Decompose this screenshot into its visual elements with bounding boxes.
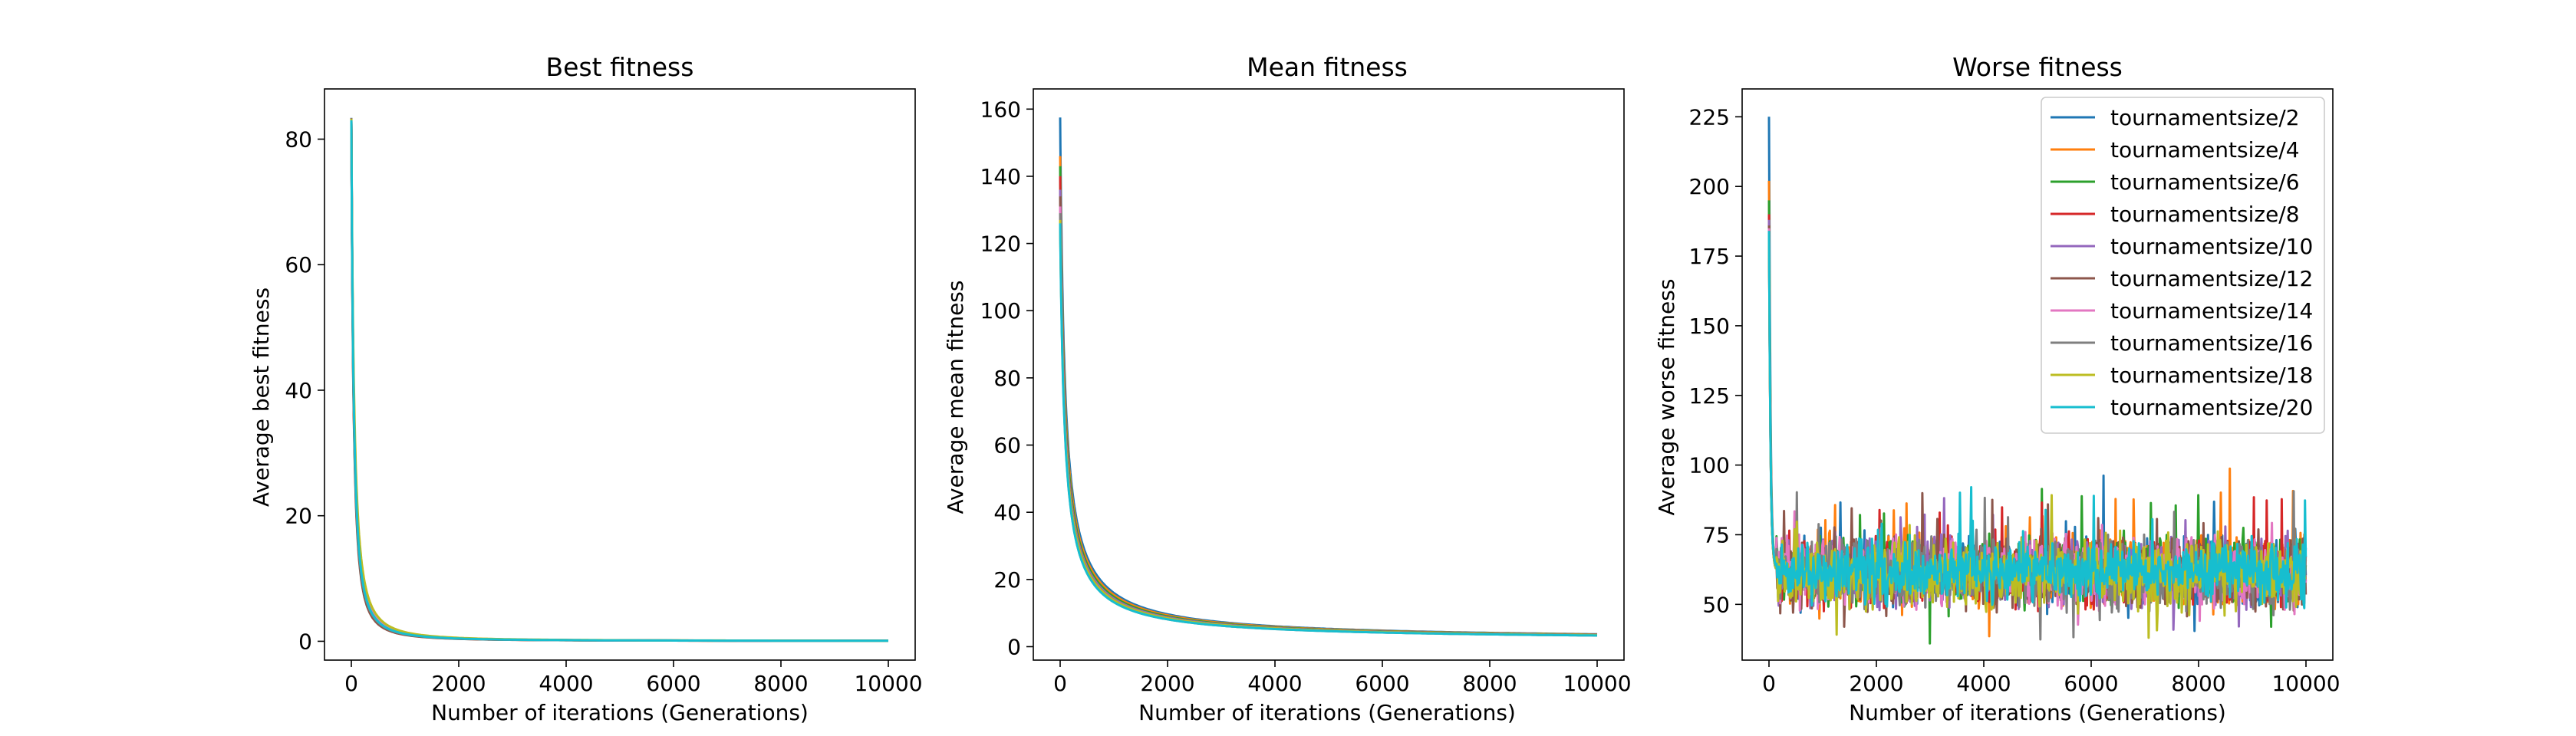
series-line: [350, 117, 888, 642]
x-tick-label: 4000: [539, 671, 593, 696]
legend: tournamentsize/2 tournamentsize/4 tourname…: [2041, 97, 2325, 434]
x-axis-label: Number of iterations (Generations): [1849, 700, 2226, 725]
x-tick-label: 2000: [1849, 671, 1903, 696]
series-line: [1059, 117, 1597, 636]
y-tick-label: 60: [285, 252, 312, 278]
x-tick-label: 10000: [2271, 671, 2340, 696]
y-tick-label: 40: [993, 500, 1021, 525]
x-tick-label: 0: [344, 671, 358, 696]
legend-entry-label: tournamentsize/4: [2110, 137, 2300, 163]
x-tick-label: 6000: [1355, 671, 1409, 696]
y-tick-label: 120: [980, 232, 1021, 257]
y-tick-label: 40: [285, 378, 312, 403]
panel-title: Best fitness: [546, 52, 694, 82]
x-tick-label: 6000: [2064, 671, 2118, 696]
legend-box: [2041, 97, 2325, 434]
y-tick-label: 100: [1689, 453, 1730, 478]
mean-fitness-panel: Mean fitness Number of iterations (Gener…: [943, 52, 1632, 725]
x-tick-label: 4000: [1956, 671, 2011, 696]
series-line: [350, 120, 888, 642]
series-line: [350, 120, 888, 642]
panel-title: Mean fitness: [1247, 52, 1408, 82]
x-tick-label: 4000: [1247, 671, 1302, 696]
series-line: [350, 120, 888, 642]
legend-entry-label: tournamentsize/12: [2110, 266, 2313, 291]
plot-frame: [1741, 88, 2334, 661]
y-tick-label: 150: [1689, 314, 1730, 339]
series-line: [350, 120, 888, 642]
x-tick-label: 10000: [1563, 671, 1631, 696]
x-tick-label: 0: [1762, 671, 1776, 696]
legend-entry-label: tournamentsize/6: [2110, 169, 2300, 195]
series-line: [1767, 231, 2308, 610]
y-tick-label: 80: [993, 366, 1021, 391]
x-tick-label: 10000: [854, 671, 922, 696]
y-tick-label: 50: [1702, 592, 1730, 617]
x-tick-label: 8000: [753, 671, 808, 696]
y-axis-label: Average worse fitness: [1654, 279, 1679, 516]
y-tick-label: 0: [298, 629, 312, 654]
series-line: [1059, 219, 1597, 636]
series-line: [350, 119, 888, 642]
series-line: [1059, 176, 1597, 636]
y-tick-label: 140: [980, 164, 1021, 189]
series-line: [1059, 156, 1597, 636]
y-axis-label: Average best fitness: [249, 288, 274, 507]
worse-fitness-panel: Worse fitness Number of iterations (Gene…: [1654, 52, 2340, 725]
series-line: [1059, 223, 1597, 637]
series-line: [350, 119, 888, 642]
legend-entry-label: tournamentsize/8: [2110, 202, 2300, 227]
y-tick-label: 225: [1689, 104, 1730, 130]
y-tick-label: 60: [993, 433, 1021, 458]
best-fitness-panel: Best fitness Number of iterations (Gener…: [249, 52, 923, 725]
y-tick-label: 75: [1702, 522, 1730, 547]
y-tick-label: 200: [1689, 174, 1730, 199]
y-tick-label: 125: [1689, 383, 1730, 409]
series-line: [350, 118, 888, 642]
series-line: [350, 120, 888, 642]
legend-entry-label: tournamentsize/2: [2110, 105, 2300, 130]
x-axis-label: Number of iterations (Generations): [1138, 700, 1516, 725]
x-axis-label: Number of iterations (Generations): [431, 700, 809, 725]
x-tick-label: 0: [1053, 671, 1067, 696]
series-line: [1059, 196, 1597, 636]
x-tick-label: 6000: [646, 671, 700, 696]
x-tick-label: 2000: [431, 671, 486, 696]
plot-frame: [324, 88, 916, 661]
series-line: [1059, 166, 1598, 636]
panel-title: Worse fitness: [1952, 52, 2123, 82]
y-tick-label: 80: [285, 127, 312, 152]
legend-entry-label: tournamentsize/16: [2110, 330, 2313, 356]
x-tick-label: 8000: [1462, 671, 1517, 696]
legend-entry-label: tournamentsize/20: [2110, 395, 2313, 420]
y-tick-label: 20: [285, 504, 312, 529]
legend-entry-label: tournamentsize/18: [2110, 363, 2313, 388]
y-tick-label: 20: [993, 567, 1021, 593]
y-tick-label: 160: [980, 97, 1021, 122]
series-line: [350, 121, 888, 642]
y-tick-label: 100: [980, 298, 1021, 324]
y-tick-label: 0: [1007, 634, 1021, 659]
series-line: [1059, 189, 1598, 636]
series-line: [1059, 213, 1597, 637]
legend-entry-label: tournamentsize/10: [2110, 234, 2313, 259]
legend-entry-label: tournamentsize/14: [2110, 298, 2313, 324]
x-tick-label: 2000: [1140, 671, 1194, 696]
y-tick-label: 175: [1689, 244, 1730, 269]
x-tick-label: 8000: [2171, 671, 2225, 696]
series-line: [1059, 206, 1597, 637]
y-axis-label: Average mean fitness: [943, 281, 968, 514]
plot-frame: [1033, 88, 1625, 661]
